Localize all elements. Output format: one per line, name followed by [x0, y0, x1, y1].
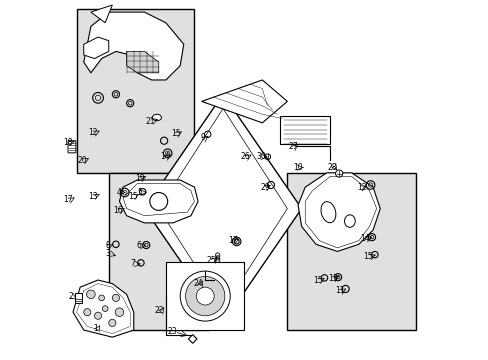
Text: 9: 9 — [201, 133, 205, 142]
Text: 6: 6 — [137, 241, 141, 250]
Polygon shape — [280, 116, 329, 144]
Text: 12: 12 — [356, 183, 366, 192]
Polygon shape — [298, 173, 380, 251]
Text: 8: 8 — [105, 241, 110, 250]
Text: 15: 15 — [363, 252, 372, 261]
Bar — [108, 173, 208, 330]
Text: 24: 24 — [194, 279, 203, 288]
Text: 13: 13 — [88, 192, 98, 201]
Polygon shape — [126, 51, 159, 73]
Bar — [75, 293, 82, 303]
Circle shape — [185, 276, 224, 316]
Text: 17: 17 — [227, 236, 237, 245]
Text: 18: 18 — [63, 138, 73, 147]
Text: 28: 28 — [327, 163, 337, 172]
Text: 17: 17 — [63, 195, 73, 204]
Text: 4: 4 — [116, 188, 121, 197]
Text: 20: 20 — [78, 156, 87, 165]
Polygon shape — [83, 12, 183, 80]
Text: 5: 5 — [137, 188, 142, 197]
Ellipse shape — [320, 202, 335, 223]
Circle shape — [196, 287, 214, 305]
Text: 23: 23 — [167, 327, 177, 336]
Text: 1: 1 — [93, 324, 98, 333]
Circle shape — [86, 290, 95, 298]
Circle shape — [335, 170, 342, 177]
Text: 29: 29 — [260, 183, 269, 192]
Text: 19: 19 — [135, 174, 144, 183]
Circle shape — [112, 294, 119, 301]
Polygon shape — [119, 180, 198, 223]
Text: 3: 3 — [105, 249, 110, 258]
Circle shape — [108, 319, 116, 327]
Circle shape — [115, 308, 123, 316]
Circle shape — [83, 309, 91, 316]
Circle shape — [180, 271, 230, 321]
Bar — [287, 173, 415, 330]
Polygon shape — [165, 262, 244, 330]
Polygon shape — [73, 280, 134, 337]
Text: 13: 13 — [327, 274, 337, 283]
Polygon shape — [188, 335, 197, 343]
Polygon shape — [144, 94, 301, 323]
Ellipse shape — [344, 215, 354, 227]
Text: 15: 15 — [313, 275, 323, 284]
Text: 2: 2 — [68, 292, 73, 301]
Text: 21: 21 — [145, 117, 155, 126]
Circle shape — [94, 312, 102, 319]
Text: 26: 26 — [240, 152, 250, 161]
Ellipse shape — [152, 114, 161, 121]
Text: 7: 7 — [130, 260, 135, 269]
Text: 10: 10 — [292, 163, 302, 172]
Text: 11: 11 — [335, 286, 344, 295]
Text: 16: 16 — [113, 206, 123, 215]
Bar — [77, 9, 194, 173]
Circle shape — [99, 295, 104, 301]
Text: 30: 30 — [256, 152, 265, 161]
Text: 14: 14 — [160, 152, 170, 161]
Text: 12: 12 — [88, 129, 98, 138]
FancyBboxPatch shape — [68, 141, 76, 153]
Text: 15: 15 — [128, 192, 137, 201]
Polygon shape — [91, 5, 112, 23]
Text: 25: 25 — [206, 256, 216, 265]
Text: 14: 14 — [359, 234, 369, 243]
Polygon shape — [201, 80, 287, 123]
Polygon shape — [83, 37, 108, 59]
Text: 22: 22 — [154, 306, 164, 315]
Text: 27: 27 — [288, 141, 298, 150]
Circle shape — [102, 306, 108, 311]
Text: 15: 15 — [171, 129, 181, 138]
